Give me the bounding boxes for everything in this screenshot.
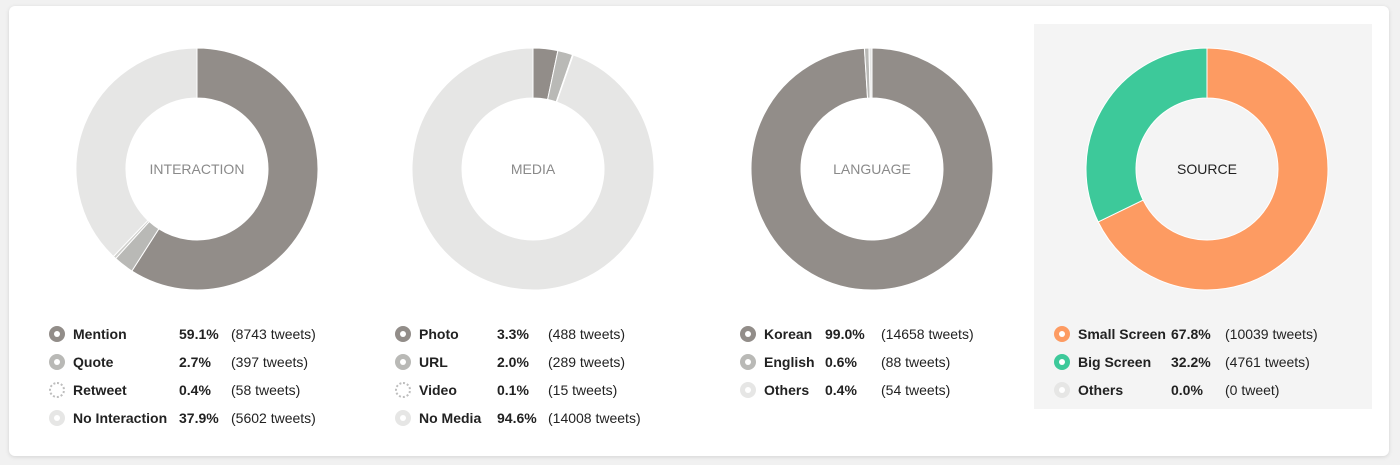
center-label: SOURCE	[1177, 161, 1237, 177]
slice-no-media[interactable]	[411, 47, 655, 291]
legend-count: (397 tweets)	[231, 354, 309, 370]
legend-swatch	[49, 410, 65, 426]
legend-label: No Interaction	[73, 410, 168, 426]
charts-card: INTERACTION Mention 59.1% (8743 tweets) Quot…	[9, 6, 1389, 456]
legend-swatch	[740, 354, 756, 370]
legend-label: Others	[1078, 382, 1124, 398]
legend-count: (8743 tweets)	[231, 326, 316, 342]
legend-swatch	[49, 382, 65, 398]
legend-item[interactable]: Mention 59.1% (8743 tweets)	[24, 324, 362, 344]
legend-label: Korean	[764, 326, 813, 342]
legend-percent: 3.3%	[497, 326, 529, 342]
legend-percent: 0.0%	[1171, 382, 1203, 398]
legend-percent: 2.7%	[179, 354, 211, 370]
legend-label: Photo	[419, 326, 459, 342]
legend-item[interactable]: Others 0.0% (0 tweet)	[1034, 380, 1372, 400]
legend-label: Big Screen	[1078, 354, 1152, 370]
legend-item[interactable]: Quote 2.7% (397 tweets)	[24, 352, 362, 372]
legend-swatch	[1054, 382, 1070, 398]
legend-item[interactable]: Retweet 0.4% (58 tweets)	[24, 380, 362, 400]
legend-percent: 0.4%	[179, 382, 211, 398]
legend-count: (54 tweets)	[881, 382, 951, 398]
legend-swatch	[1054, 326, 1070, 342]
legend-count: (5602 tweets)	[231, 410, 316, 426]
legend-item[interactable]: English 0.6% (88 tweets)	[699, 352, 1037, 372]
legend-label: Quote	[73, 354, 114, 370]
legend-swatch	[740, 326, 756, 342]
legend-label: Video	[419, 382, 457, 398]
legend-swatch	[395, 354, 411, 370]
legend-item[interactable]: Small Screen 67.8% (10039 tweets)	[1034, 324, 1372, 344]
slice-no-interaction[interactable]	[75, 47, 198, 258]
chart-panel-interaction[interactable]: INTERACTION Mention 59.1% (8743 tweets) Quot…	[24, 24, 362, 426]
legend-swatch	[395, 382, 411, 398]
legend-count: (488 tweets)	[548, 326, 626, 342]
slice-small-screen[interactable]	[1097, 47, 1329, 291]
legend-percent: 0.1%	[497, 382, 529, 398]
legend-percent: 94.6%	[497, 410, 537, 426]
legend-label: Mention	[73, 326, 127, 342]
legend-swatch	[1054, 354, 1070, 370]
slice-mention[interactable]	[131, 47, 319, 291]
legend-count: (88 tweets)	[881, 354, 951, 370]
chart-panel-source[interactable]: SOURCE Small Screen 67.8% (10039 tweets) Big…	[1034, 24, 1372, 409]
legend-count: (58 tweets)	[231, 382, 301, 398]
donut-chart: INTERACTION	[75, 47, 319, 291]
donut-chart: SOURCE	[1085, 47, 1329, 291]
legend-item[interactable]: Big Screen 32.2% (4761 tweets)	[1034, 352, 1372, 372]
legend-count: (0 tweet)	[1225, 382, 1280, 398]
legend-swatch	[395, 410, 411, 426]
legend-item[interactable]: No Interaction 37.9% (5602 tweets)	[24, 408, 362, 428]
legend-label: No Media	[419, 410, 482, 426]
legend-swatch	[740, 382, 756, 398]
donut-chart: MEDIA	[411, 47, 655, 291]
legend-percent: 0.6%	[825, 354, 857, 370]
legend-percent: 32.2%	[1171, 354, 1211, 370]
legend-swatch	[49, 354, 65, 370]
legend-percent: 59.1%	[179, 326, 219, 342]
legend-item[interactable]: No Media 94.6% (14008 tweets)	[360, 408, 698, 428]
legend-percent: 67.8%	[1171, 326, 1211, 342]
legend-item[interactable]: Others 0.4% (54 tweets)	[699, 380, 1037, 400]
legend-label: Small Screen	[1078, 326, 1166, 342]
donut-chart: LANGUAGE	[750, 47, 994, 291]
legend-label: Others	[764, 382, 810, 398]
legend-label: URL	[419, 354, 448, 370]
center-label: MEDIA	[511, 161, 556, 177]
center-label: LANGUAGE	[833, 161, 911, 177]
legend-label: Retweet	[73, 382, 127, 398]
legend-swatch	[395, 326, 411, 342]
legend-count: (10039 tweets)	[1225, 326, 1318, 342]
slice-korean[interactable]	[750, 47, 994, 291]
legend-count: (4761 tweets)	[1225, 354, 1310, 370]
chart-panel-media[interactable]: MEDIA Photo 3.3% (488 tweets) URL 2.0% (289 tw…	[360, 24, 698, 426]
legend-item[interactable]: Korean 99.0% (14658 tweets)	[699, 324, 1037, 344]
legend-swatch	[49, 326, 65, 342]
legend-label: English	[764, 354, 815, 370]
legend-percent: 2.0%	[497, 354, 529, 370]
slice-others[interactable]	[868, 47, 873, 99]
legend-item[interactable]: Photo 3.3% (488 tweets)	[360, 324, 698, 344]
chart-panel-language[interactable]: LANGUAGE Korean 99.0% (14658 tweets) English…	[699, 24, 1037, 409]
center-label: INTERACTION	[150, 161, 245, 177]
legend-percent: 37.9%	[179, 410, 219, 426]
legend-item[interactable]: URL 2.0% (289 tweets)	[360, 352, 698, 372]
legend-count: (14008 tweets)	[548, 410, 641, 426]
legend-percent: 99.0%	[825, 326, 865, 342]
legend-item[interactable]: Video 0.1% (15 tweets)	[360, 380, 698, 400]
legend-count: (14658 tweets)	[881, 326, 974, 342]
legend-count: (15 tweets)	[548, 382, 618, 398]
legend-percent: 0.4%	[825, 382, 857, 398]
slice-big-screen[interactable]	[1085, 47, 1208, 223]
legend-count: (289 tweets)	[548, 354, 626, 370]
